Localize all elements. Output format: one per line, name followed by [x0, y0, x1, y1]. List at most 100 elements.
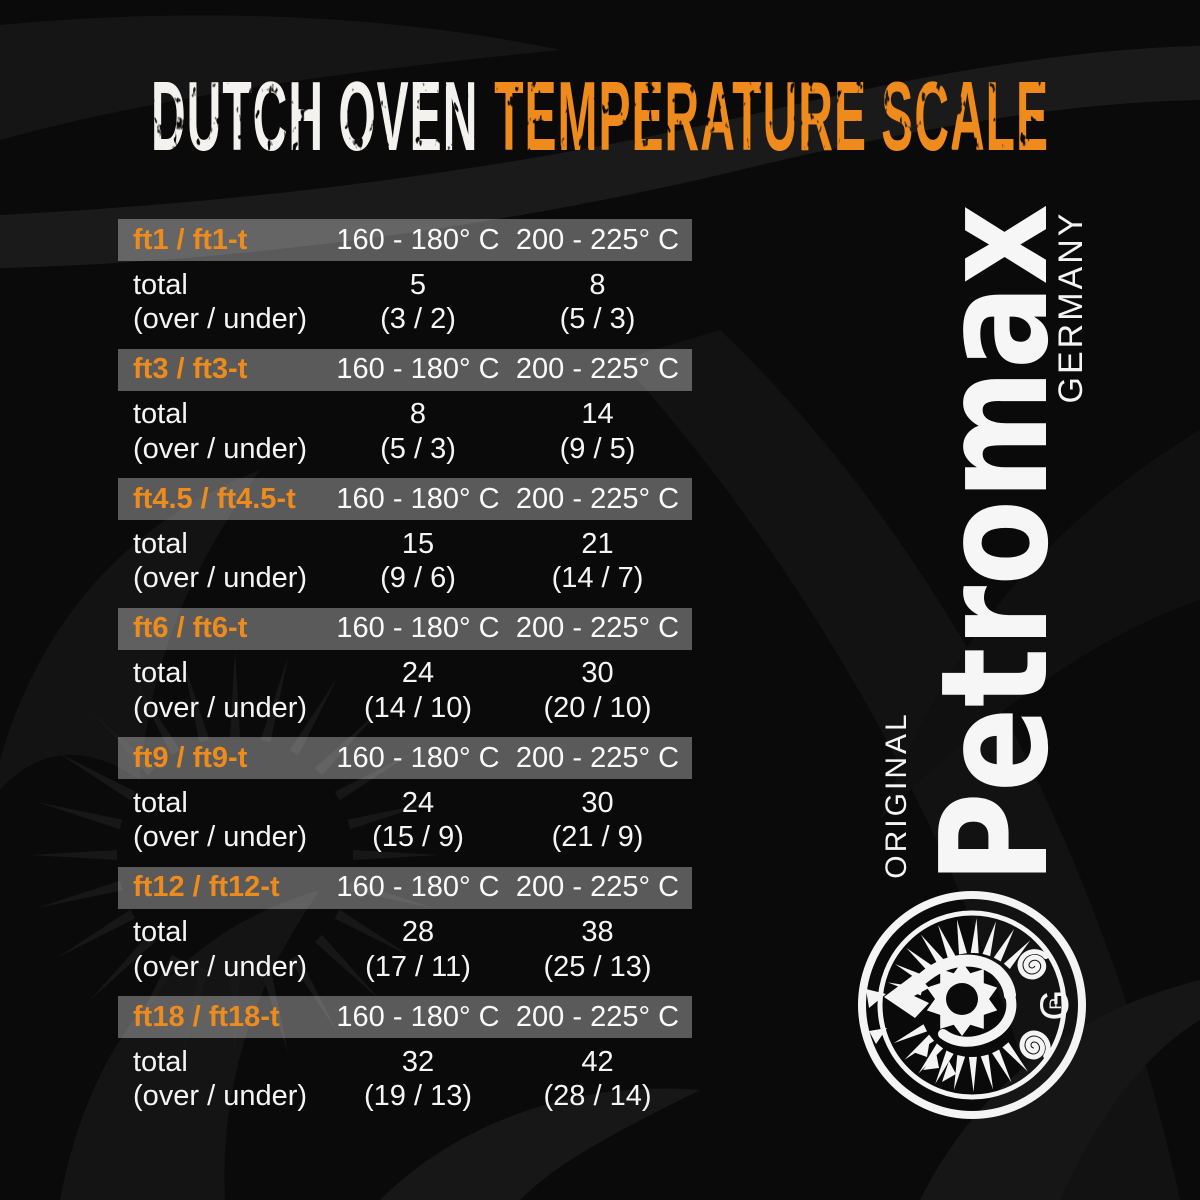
- size-label: ft4.5 / ft4.5-t: [133, 482, 296, 515]
- size-group-ft3: ft3 / ft3-t 160 - 180° C 200 - 225° C to…: [118, 348, 692, 467]
- total-row: total 32 42: [118, 1045, 692, 1080]
- dragon-emblem: G P: [858, 891, 1086, 1119]
- over-under-row: (over / under) (19 / 13) (28 / 14): [118, 1080, 692, 1115]
- total-low-value: 8: [409, 398, 427, 431]
- total-low-value: 24: [401, 657, 435, 690]
- over-under-row: (over / under) (15 / 9) (21 / 9): [118, 821, 692, 856]
- total-row: total 5 8: [118, 268, 692, 303]
- total-label: total: [133, 657, 188, 690]
- total-label: total: [133, 1045, 188, 1078]
- total-high-value: 38: [581, 916, 614, 949]
- over-under-label: (over / under): [133, 303, 308, 336]
- temperature-table: ft1 / ft1-t 160 - 180° C 200 - 225° C to…: [118, 219, 692, 1126]
- page-title: DUTCH OVEN TEMPERATURE SCALE: [0, 60, 1200, 179]
- total-high-value: 30: [581, 657, 614, 690]
- over-under-label: (over / under): [133, 432, 308, 465]
- total-row: total 28 38: [118, 916, 692, 951]
- total-low-value: 15: [401, 527, 435, 560]
- temp-low-header: 160 - 180° C: [336, 353, 500, 385]
- size-header-row: ft4.5 / ft4.5-t 160 - 180° C 200 - 225° …: [118, 478, 692, 520]
- size-header-row: ft12 / ft12-t 160 - 180° C 200 - 225° C: [118, 866, 692, 909]
- over-under-low-value: (17 / 11): [365, 950, 471, 983]
- total-high-value: 14: [581, 398, 614, 431]
- over-under-label: (over / under): [133, 821, 308, 854]
- over-under-row: (over / under) (9 / 6) (14 / 7): [118, 562, 692, 597]
- brand-country-label: GERMANY: [1052, 211, 1090, 404]
- size-header-row: ft9 / ft9-t 160 - 180° C 200 - 225° C: [118, 737, 692, 779]
- size-group-ft6: ft6 / ft6-t 160 - 180° C 200 - 225° C to…: [118, 607, 692, 726]
- total-high-value: 30: [581, 786, 614, 819]
- over-under-high-value: (14 / 7): [551, 562, 644, 595]
- over-under-row: (over / under) (3 / 2) (5 / 3): [118, 303, 692, 338]
- temp-low-header: 160 - 180° C: [336, 1000, 500, 1033]
- emblem-inner-ring: [877, 910, 1067, 1100]
- over-under-low-value: (15 / 9): [372, 821, 464, 854]
- total-label: total: [133, 268, 188, 301]
- over-under-row: (over / under) (14 / 10) (20 / 10): [118, 691, 692, 726]
- total-label: total: [133, 527, 188, 560]
- dragon-head: [884, 973, 929, 1018]
- monogram-p: P: [1046, 998, 1065, 1009]
- total-row: total 24 30: [118, 786, 692, 821]
- emblem-dragon: [866, 954, 1017, 1082]
- total-low-value: 24: [401, 786, 435, 819]
- temp-high-header: 200 - 225° C: [515, 353, 680, 385]
- over-under-low-value: (5 / 3): [380, 432, 456, 465]
- total-low-value: 28: [401, 916, 435, 949]
- over-under-label: (over / under): [133, 691, 308, 724]
- over-under-label: (over / under): [133, 950, 308, 983]
- temp-low-header: 160 - 180° C: [336, 612, 500, 644]
- total-label: total: [133, 916, 188, 949]
- over-under-low-value: (3 / 2): [380, 303, 456, 336]
- emblem-sun-star: [926, 962, 998, 1036]
- total-row: total 8 14: [118, 398, 692, 433]
- total-label: total: [133, 398, 188, 431]
- watermark-swooshes: [0, 15, 1200, 1200]
- total-high-value: 8: [589, 268, 606, 301]
- over-under-row: (over / under) (17 / 11) (25 / 13): [118, 950, 692, 985]
- size-group-ft12: ft12 / ft12-t 160 - 180° C 200 - 225° C …: [118, 866, 692, 985]
- over-under-high-value: (28 / 14): [543, 1080, 652, 1113]
- size-header-row: ft1 / ft1-t 160 - 180° C 200 - 225° C: [118, 219, 692, 261]
- temp-high-header: 200 - 225° C: [515, 482, 680, 515]
- size-label: ft18 / ft18-t: [133, 1000, 280, 1033]
- temp-low-header: 160 - 180° C: [336, 871, 500, 903]
- over-under-high-value: (20 / 10): [543, 691, 652, 724]
- temp-high-header: 200 - 225° C: [515, 612, 680, 644]
- size-group-ft1: ft1 / ft1-t 160 - 180° C 200 - 225° C to…: [118, 219, 692, 337]
- monogram-g: G: [1033, 989, 1077, 1020]
- size-header-row: ft3 / ft3-t 160 - 180° C 200 - 225° C: [118, 348, 692, 391]
- petromax-logo: Petromax GERMANY ORIGINAL: [858, 204, 1090, 1119]
- total-high-value: 42: [581, 1045, 614, 1078]
- total-label: total: [133, 786, 188, 819]
- over-under-label: (over / under): [133, 562, 308, 595]
- emblem-pg-monogram: G P: [1033, 989, 1077, 1020]
- title-dutch-oven: DUTCH OVEN: [151, 63, 479, 173]
- dragon-wing-tips: [866, 989, 887, 1044]
- size-header-row: ft6 / ft6-t 160 - 180° C 200 - 225° C: [118, 607, 692, 650]
- temp-low-header: 160 - 180° C: [336, 482, 500, 515]
- temp-high-header: 200 - 225° C: [515, 741, 680, 774]
- size-group-ft9: ft9 / ft9-t 160 - 180° C 200 - 225° C to…: [118, 737, 692, 855]
- size-group-ft45: ft4.5 / ft4.5-t 160 - 180° C 200 - 225° …: [118, 478, 692, 596]
- emblem-outer-ring: [858, 891, 1086, 1119]
- total-row: total 15 21: [118, 527, 692, 562]
- temp-low-header: 160 - 180° C: [336, 741, 500, 774]
- size-label: ft12 / ft12-t: [133, 871, 280, 903]
- size-label: ft6 / ft6-t: [133, 612, 248, 644]
- total-low-value: 5: [409, 268, 427, 301]
- over-under-low-value: (9 / 6): [380, 562, 456, 595]
- size-header-row: ft18 / ft18-t 160 - 180° C 200 - 225° C: [118, 996, 692, 1038]
- size-label: ft1 / ft1-t: [133, 223, 248, 256]
- temp-low-header: 160 - 180° C: [336, 223, 500, 256]
- over-under-row: (over / under) (5 / 3) (9 / 5): [118, 432, 692, 467]
- total-high-value: 21: [581, 527, 614, 560]
- total-low-value: 32: [401, 1045, 435, 1078]
- over-under-label: (over / under): [133, 1080, 308, 1113]
- temp-high-header: 200 - 225° C: [515, 223, 680, 256]
- brand-wordmark: Petromax: [909, 204, 1081, 884]
- brand-original-label: ORIGINAL: [880, 711, 913, 878]
- over-under-high-value: (21 / 9): [551, 821, 644, 854]
- emblem-spirals: [1017, 949, 1051, 1060]
